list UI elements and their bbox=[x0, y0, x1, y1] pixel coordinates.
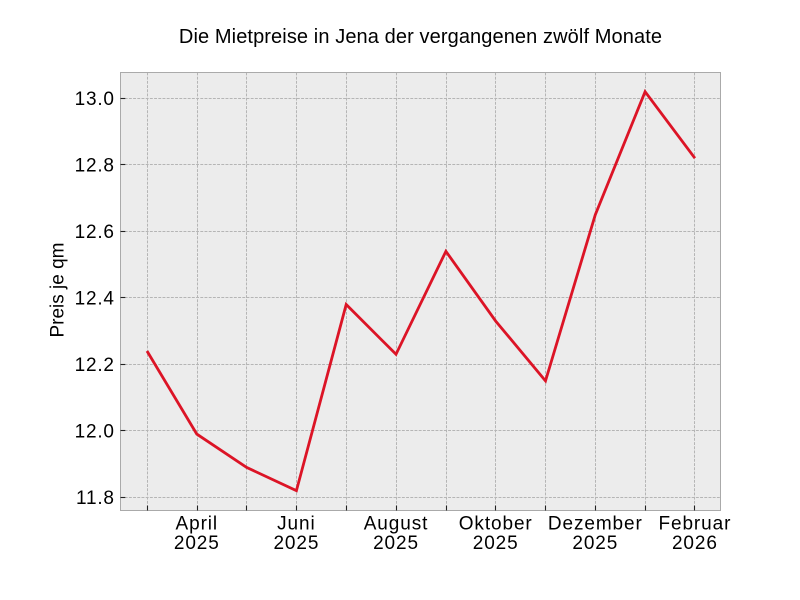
svg-text:Preis je qm: Preis je qm bbox=[48, 242, 69, 337]
svg-text:11.8: 11.8 bbox=[76, 488, 115, 509]
svg-text:April: April bbox=[176, 514, 219, 535]
svg-text:13.0: 13.0 bbox=[75, 89, 115, 110]
svg-text:12.0: 12.0 bbox=[75, 421, 115, 442]
svg-text:12.4: 12.4 bbox=[75, 288, 115, 309]
svg-text:12.8: 12.8 bbox=[75, 155, 115, 176]
svg-text:Juni: Juni bbox=[277, 514, 315, 535]
svg-text:2025: 2025 bbox=[473, 533, 519, 554]
svg-text:2026: 2026 bbox=[672, 533, 718, 554]
svg-text:Dezember: Dezember bbox=[548, 514, 643, 535]
svg-text:Oktober: Oktober bbox=[459, 514, 533, 535]
svg-text:2025: 2025 bbox=[373, 533, 419, 554]
svg-text:Februar: Februar bbox=[658, 514, 731, 535]
svg-text:2025: 2025 bbox=[273, 533, 319, 554]
svg-text:12.2: 12.2 bbox=[75, 355, 115, 376]
svg-text:12.6: 12.6 bbox=[75, 222, 115, 243]
svg-text:August: August bbox=[364, 514, 429, 535]
svg-text:Die Mietpreise in Jena der ver: Die Mietpreise in Jena der vergangenen z… bbox=[179, 26, 662, 48]
svg-text:2025: 2025 bbox=[174, 533, 220, 554]
svg-text:2025: 2025 bbox=[572, 533, 618, 554]
